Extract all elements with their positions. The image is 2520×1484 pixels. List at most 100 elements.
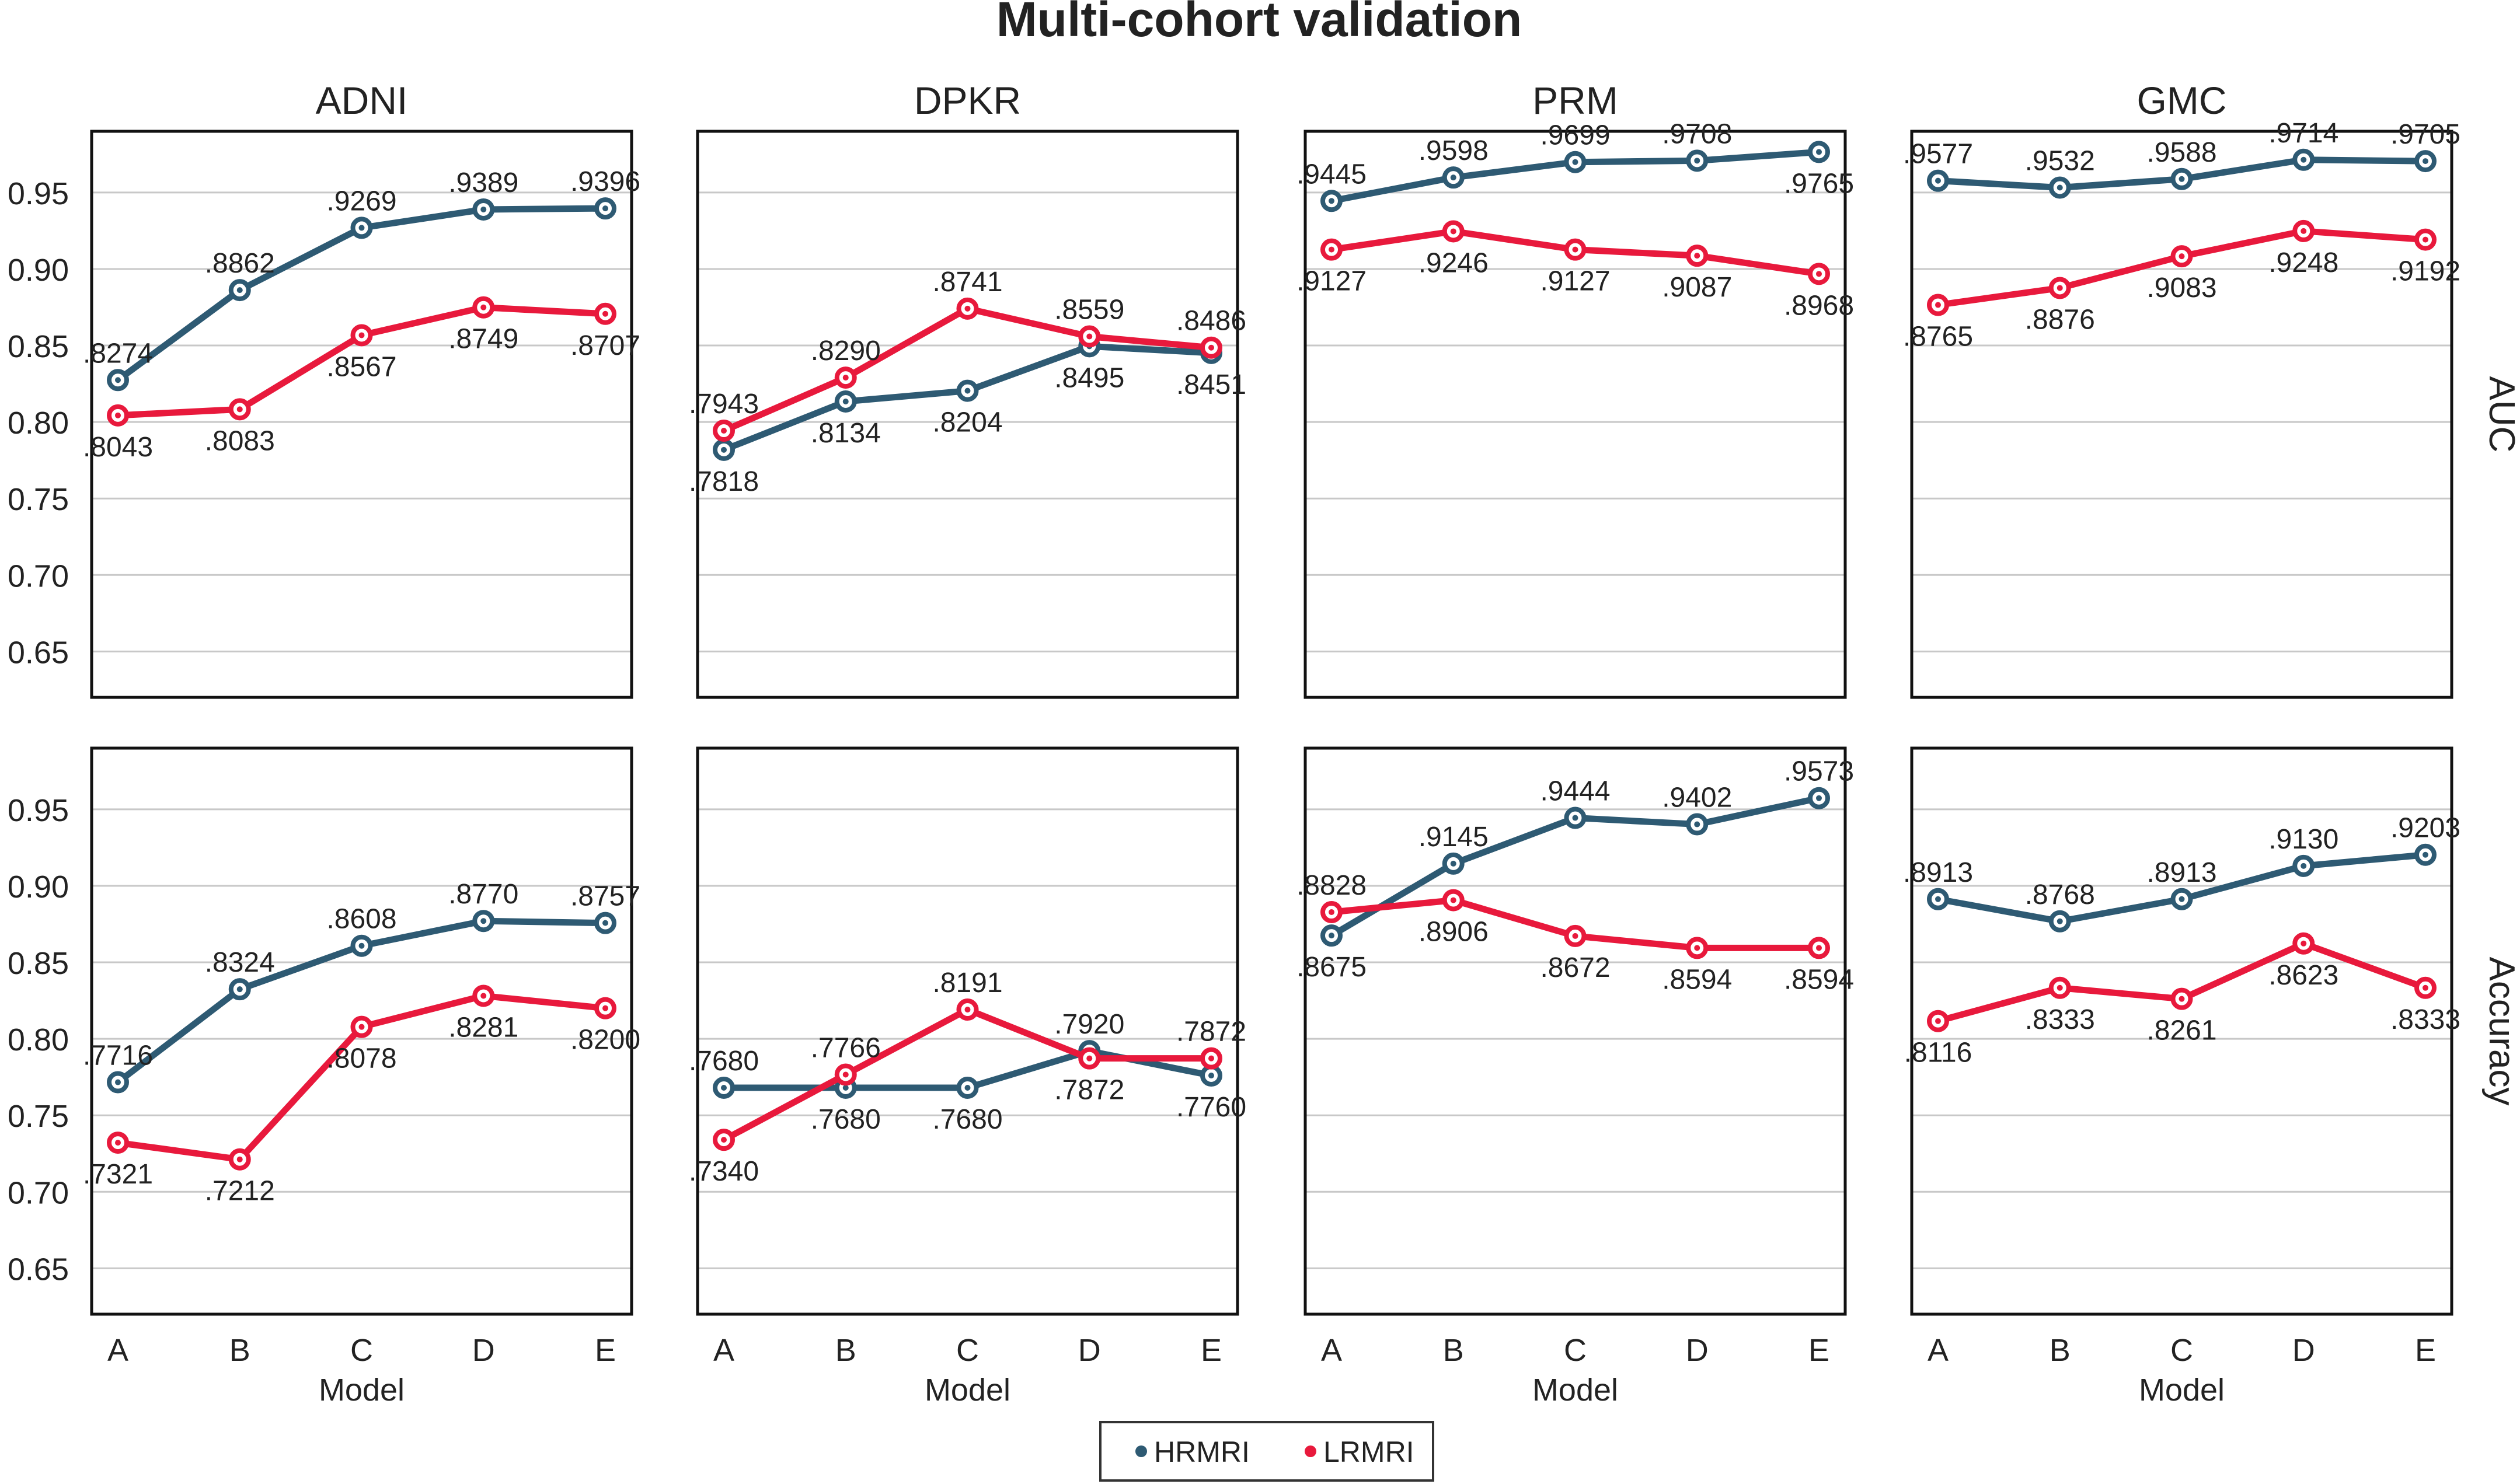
data-label-hrmri: .9203 (2390, 813, 2460, 844)
x-tick-label: B (1443, 1333, 1464, 1368)
x-tick-label: A (1928, 1333, 1949, 1368)
data-label-lrmri: .9192 (2390, 256, 2460, 287)
x-tick-label: D (1078, 1333, 1101, 1368)
data-label-lrmri: .8707 (570, 330, 640, 361)
data-point-center (1329, 198, 1334, 204)
data-label-hrmri: .9573 (1784, 756, 1854, 787)
data-point-center (964, 387, 971, 394)
data-label-hrmri: .9269 (326, 186, 396, 217)
data-point-center (115, 1140, 121, 1146)
data-label-lrmri: .9246 (1418, 247, 1489, 278)
data-point-center (2057, 285, 2063, 291)
data-point-center (721, 428, 727, 434)
y-tick-label: 0.95 (8, 793, 69, 828)
data-point-center (1694, 945, 1700, 951)
y-tick-label: 0.95 (8, 176, 69, 211)
data-label-lrmri: .8559 (1054, 295, 1124, 326)
data-label-hrmri: .8770 (448, 879, 518, 910)
data-label-hrmri: .8768 (2025, 879, 2095, 910)
data-point-center (721, 1085, 727, 1091)
data-label-hrmri: .9588 (2146, 137, 2216, 168)
data-label-hrmri: .9699 (1540, 120, 1610, 151)
data-label-hrmri: .9532 (2025, 145, 2095, 176)
data-label-hrmri: .7920 (1054, 1009, 1124, 1040)
data-point-center (358, 942, 365, 949)
data-point-center (602, 1005, 608, 1011)
y-tick-label: 0.80 (8, 406, 69, 441)
data-point-center (1935, 302, 1941, 308)
x-axis-title: Model (319, 1373, 405, 1408)
data-label-lrmri: .8672 (1540, 952, 1610, 983)
data-label-lrmri: .7766 (811, 1032, 881, 1063)
data-label-hrmri: .7818 (689, 466, 759, 497)
data-label-hrmri: .8324 (205, 947, 275, 978)
x-tick-label: E (595, 1333, 616, 1368)
data-label-hrmri: .9402 (1662, 783, 1732, 813)
data-label-hrmri: .9145 (1418, 822, 1489, 853)
y-tick-label: 0.90 (8, 253, 69, 288)
data-label-lrmri: .7872 (1054, 1075, 1124, 1106)
data-point-center (1694, 821, 1700, 827)
x-axis-title: Model (925, 1373, 1010, 1408)
legend-marker-lrmri (1305, 1445, 1316, 1457)
legend-marker-hrmri (1135, 1445, 1147, 1457)
data-point-center (1694, 158, 1700, 164)
data-point-center (115, 412, 121, 418)
data-label-hrmri: .9396 (570, 166, 640, 197)
data-label-hrmri: .8274 (83, 338, 153, 369)
data-point-center (1208, 1073, 1214, 1079)
panel-frame-prm-accuracy (1303, 746, 1847, 1316)
data-point-center (842, 1085, 849, 1091)
y-tick-label: 0.65 (8, 635, 69, 670)
data-label-lrmri: .8594 (1662, 964, 1732, 995)
data-label-lrmri: .9083 (2146, 273, 2216, 303)
data-label-lrmri: .8765 (1903, 322, 1973, 352)
data-point-center (115, 1079, 121, 1085)
x-axis-title: Model (2139, 1373, 2225, 1408)
row-label-accuracy: Accuracy (2481, 957, 2520, 1106)
data-point-center (2423, 236, 2428, 243)
data-point-center (1086, 1055, 1093, 1062)
data-point-center (1572, 159, 1578, 165)
data-point-center (2423, 158, 2428, 165)
data-point-center (1816, 149, 1822, 155)
data-point-center (358, 332, 365, 338)
data-label-lrmri: .8968 (1784, 290, 1854, 321)
data-label-hrmri: .8757 (570, 881, 640, 912)
data-label-hrmri: .9444 (1540, 776, 1610, 807)
data-point-center (842, 1071, 849, 1078)
data-point-center (1572, 815, 1578, 821)
data-point-center (2179, 176, 2185, 182)
data-label-lrmri: .7340 (689, 1156, 759, 1187)
data-label-lrmri: .8078 (326, 1043, 396, 1074)
data-label-hrmri: .7680 (811, 1104, 881, 1135)
legend-label-hrmri: HRMRI (1154, 1436, 1250, 1468)
legend-label-lrmri: LRMRI (1323, 1436, 1414, 1468)
data-label-hrmri: .8913 (2146, 857, 2216, 888)
data-point-center (1329, 246, 1334, 253)
data-label-lrmri: .7321 (83, 1159, 153, 1190)
data-label-lrmri: .9087 (1662, 272, 1732, 303)
data-label-hrmri: .8913 (1903, 857, 1973, 888)
row-label-auc: AUC (2481, 376, 2520, 453)
data-label-hrmri: .9765 (1784, 168, 1854, 199)
data-point-center (2057, 918, 2063, 924)
data-point-center (2423, 984, 2428, 991)
data-label-lrmri: .8333 (2390, 1004, 2460, 1035)
data-label-hrmri: .7680 (689, 1046, 759, 1077)
data-label-hrmri: .8608 (326, 904, 396, 935)
x-tick-label: A (107, 1333, 128, 1368)
column-title-dpkr: DPKR (914, 79, 1021, 122)
x-tick-label: E (1201, 1333, 1222, 1368)
panel-frame-dpkr-accuracy (696, 746, 1239, 1316)
data-label-hrmri: .8134 (811, 418, 881, 449)
data-label-lrmri: .8749 (448, 324, 518, 355)
data-label-hrmri: .9598 (1418, 135, 1489, 166)
data-point-center (602, 205, 608, 212)
data-label-hrmri: .9445 (1296, 159, 1367, 190)
data-point-center (2179, 896, 2185, 902)
data-point-center (2057, 984, 2063, 991)
panel-frame-prm-auc (1303, 130, 1847, 699)
legend (1099, 1421, 1434, 1482)
